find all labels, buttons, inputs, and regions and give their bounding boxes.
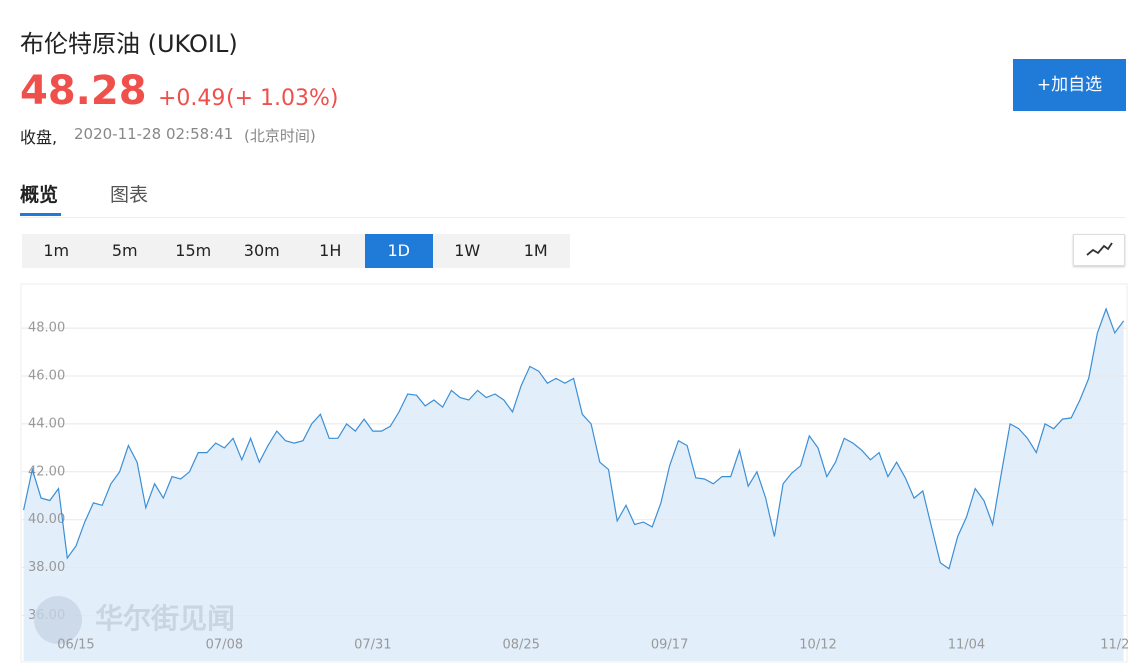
timezone: (北京时间): [244, 127, 316, 145]
x-tick-label: 07/31: [354, 638, 391, 653]
status: 收盘,: [20, 128, 58, 147]
tab-underline: [20, 213, 61, 216]
interval-button[interactable]: 15m: [159, 234, 228, 268]
icon-line: [1086, 242, 1113, 256]
chart-type-icon: [1086, 242, 1113, 256]
x-tick-label: 06/15: [57, 638, 94, 653]
y-tick-label: 44.00: [28, 416, 65, 431]
interval-button[interactable]: 1M: [501, 234, 570, 268]
plot-frame: [20, 283, 1128, 663]
interval-button[interactable]: 1W: [433, 234, 502, 268]
interval-button[interactable]: 5m: [90, 234, 159, 268]
add-watchlist-button[interactable]: +加自选: [1013, 59, 1126, 111]
title: 布伦特原油 (UKOIL): [20, 30, 238, 58]
x-tick-label: 08/25: [502, 638, 539, 653]
tab[interactable]: 图表: [110, 184, 149, 206]
divider: [20, 217, 1126, 218]
x-tick-label: 09/17: [651, 638, 688, 653]
interval-button[interactable]: 1m: [22, 234, 91, 268]
area-fill: [23, 308, 1124, 661]
change-pct: (+ 1.03%): [226, 86, 339, 111]
change: +0.49: [158, 86, 226, 111]
price-line: [23, 307, 1125, 570]
x-tick-label: 11/2: [1100, 638, 1129, 653]
interval-button[interactable]: 30m: [227, 234, 296, 268]
x-tick-label: 07/08: [206, 638, 243, 653]
y-tick-label: 40.00: [28, 512, 65, 527]
y-tick-label: 42.00: [28, 464, 65, 479]
x-tick-label: 11/04: [948, 638, 985, 653]
watermark: 华尔街见闻: [95, 602, 235, 635]
y-tick-label: 46.00: [28, 369, 65, 384]
watermark-logo: [34, 596, 82, 644]
tab[interactable]: 概览: [20, 184, 59, 206]
price: 48.28: [20, 68, 147, 114]
x-tick-label: 10/12: [799, 638, 836, 653]
y-tick-label: 38.00: [28, 560, 65, 575]
y-tick-label: 48.00: [28, 321, 65, 336]
time: 2020-11-28 02:58:41: [74, 125, 234, 143]
interval-button[interactable]: 1H: [296, 234, 365, 268]
chart-type-button[interactable]: [1073, 234, 1125, 266]
interval-button[interactable]: 1D: [364, 234, 433, 268]
